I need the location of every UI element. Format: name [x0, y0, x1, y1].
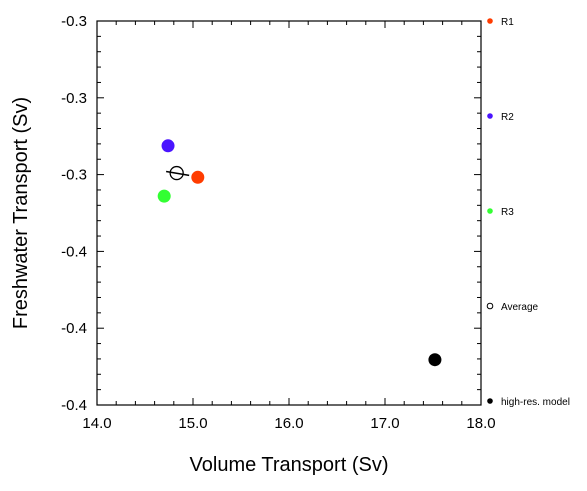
legend-marker: [486, 302, 494, 310]
y-tick-label: -0.3: [61, 13, 87, 30]
x-tick-label: 15.0: [178, 415, 207, 432]
data-point-average: [169, 165, 184, 181]
legend-marker: [487, 113, 493, 119]
legend-label: R3: [501, 207, 514, 218]
data-point-high-res-model: [428, 353, 442, 367]
legend-label: R2: [501, 112, 514, 123]
y-tick-label: -0.4: [61, 243, 87, 260]
legend-marker: [487, 398, 493, 404]
x-tick-label: 18.0: [466, 415, 495, 432]
data-point-r2: [161, 139, 175, 153]
x-tick-label: 17.0: [370, 415, 399, 432]
legend-marker: [487, 18, 493, 24]
data-point-r1: [191, 170, 205, 184]
x-axis-title: Volume Transport (Sv): [190, 454, 389, 476]
data-points: [157, 139, 442, 367]
plot-frame: [96, 20, 482, 406]
x-tick-labels: 14.0 15.0 16.0 17.0 18.0: [82, 415, 495, 432]
legend-marker: [487, 208, 493, 214]
y-tick-label: -0.3: [61, 90, 87, 107]
legend-label: Average: [501, 302, 539, 313]
y-tick-labels: -0.3 -0.3 -0.3 -0.4 -0.4 -0.4: [61, 13, 87, 414]
legend-label: R1: [501, 17, 514, 28]
legend: R1 R2 R3 Average high-res. model: [486, 17, 570, 408]
y-tick-label: -0.3: [61, 167, 87, 184]
x-tick-label: 14.0: [82, 415, 111, 432]
data-point-r3: [157, 189, 171, 203]
legend-label: high-res. model: [501, 397, 570, 408]
y-axis-title: Freshwater Transport (Sv): [10, 97, 32, 329]
y-tick-label: -0.4: [61, 397, 87, 414]
y-tick-label: -0.4: [61, 320, 87, 337]
x-tick-label: 16.0: [274, 415, 303, 432]
axis-ticks: [96, 20, 482, 406]
